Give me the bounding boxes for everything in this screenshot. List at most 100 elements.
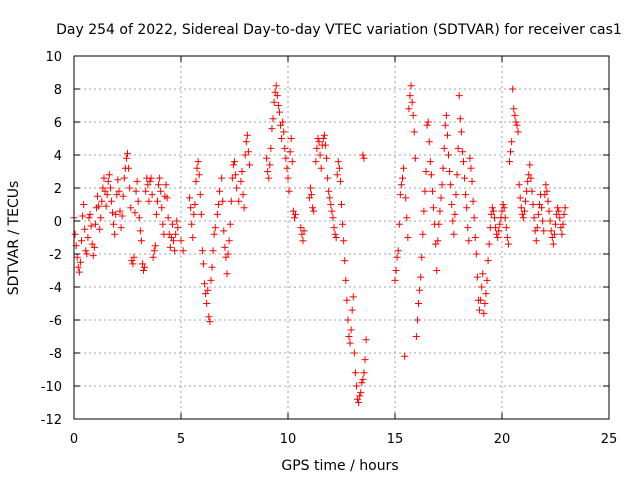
data-point <box>98 197 106 205</box>
data-point <box>313 144 321 152</box>
y-tick-label: -12 <box>41 413 62 428</box>
data-point <box>213 210 221 218</box>
data-point <box>438 181 446 189</box>
data-point <box>71 230 79 238</box>
data-point <box>405 105 413 113</box>
data-point <box>554 204 562 212</box>
data-point <box>522 197 530 205</box>
data-point <box>404 234 412 241</box>
data-point <box>332 234 340 241</box>
data-point <box>171 247 179 255</box>
x-tick-label: 10 <box>280 432 297 447</box>
data-point <box>192 177 200 185</box>
data-point <box>118 212 126 220</box>
data-point <box>286 148 294 156</box>
data-point <box>478 283 486 291</box>
data-point <box>515 181 523 189</box>
data-point <box>336 177 344 185</box>
data-point <box>204 286 212 294</box>
data-point <box>508 138 516 146</box>
data-point <box>233 184 241 192</box>
data-point <box>415 300 423 307</box>
data-point <box>550 230 558 238</box>
data-point <box>151 242 159 250</box>
data-point <box>403 214 411 222</box>
data-point <box>451 210 459 218</box>
data-point <box>134 197 142 205</box>
data-point <box>110 220 118 228</box>
data-point <box>237 177 245 185</box>
y-tick-label: 2 <box>54 182 62 197</box>
data-point <box>159 220 167 228</box>
data-point <box>223 270 231 278</box>
data-point <box>445 151 452 159</box>
data-point <box>483 276 491 284</box>
y-axis-label: SDTVAR / TECUs <box>6 181 22 296</box>
grid-lines <box>74 56 609 419</box>
data-point <box>456 115 464 123</box>
data-point <box>323 154 331 162</box>
data-point <box>273 92 281 100</box>
data-point <box>339 220 347 228</box>
data-point <box>340 237 348 245</box>
data-point <box>265 174 273 182</box>
data-point <box>97 214 105 222</box>
data-point <box>106 184 114 192</box>
data-point <box>210 230 218 238</box>
data-point <box>422 168 430 175</box>
data-point <box>74 263 82 271</box>
data-point <box>157 187 165 195</box>
chart-title: Day 254 of 2022, Sidereal Day-to-day VTE… <box>56 22 622 38</box>
data-point <box>342 276 350 284</box>
data-point <box>331 230 339 238</box>
data-point <box>299 237 307 245</box>
data-points <box>70 82 569 406</box>
data-point <box>130 253 138 261</box>
data-point <box>329 214 337 222</box>
data-point <box>468 177 476 185</box>
data-point <box>198 247 206 255</box>
data-point <box>544 197 552 205</box>
data-point <box>417 273 425 281</box>
data-point <box>472 250 480 258</box>
data-point <box>559 220 567 228</box>
data-point <box>272 82 280 90</box>
data-point <box>360 154 368 162</box>
data-point <box>345 333 353 340</box>
data-point <box>495 227 503 235</box>
data-point <box>127 204 135 212</box>
data-point <box>542 181 550 189</box>
data-point <box>73 253 81 261</box>
data-point <box>137 237 145 245</box>
data-point <box>517 204 525 212</box>
data-point <box>441 121 449 129</box>
data-point <box>242 138 250 146</box>
data-point <box>360 369 368 377</box>
data-point <box>145 197 153 205</box>
data-point <box>510 105 518 113</box>
y-tick-label: -6 <box>49 314 62 329</box>
y-tick-label: -8 <box>49 347 62 362</box>
data-point <box>243 131 251 139</box>
data-point <box>209 247 217 255</box>
data-point <box>270 98 278 106</box>
data-point <box>436 207 444 215</box>
y-tick-label: 4 <box>54 149 62 164</box>
data-point <box>488 204 496 212</box>
y-tick-label: 0 <box>54 215 62 230</box>
data-point <box>203 300 211 307</box>
data-point <box>512 118 520 126</box>
data-point <box>443 131 451 139</box>
data-point <box>558 230 566 238</box>
data-point <box>133 177 141 185</box>
data-point <box>238 168 246 175</box>
axis-ticks: 0 5 10 15 20 25 -12 -10 -8 -6 -4 -2 0 2 4 6 8 10 <box>41 50 618 447</box>
data-point <box>391 276 399 284</box>
data-point <box>115 187 123 195</box>
data-point <box>393 253 401 261</box>
data-point <box>489 207 497 215</box>
data-point <box>459 158 467 166</box>
data-point <box>428 187 436 195</box>
data-point <box>291 210 299 218</box>
